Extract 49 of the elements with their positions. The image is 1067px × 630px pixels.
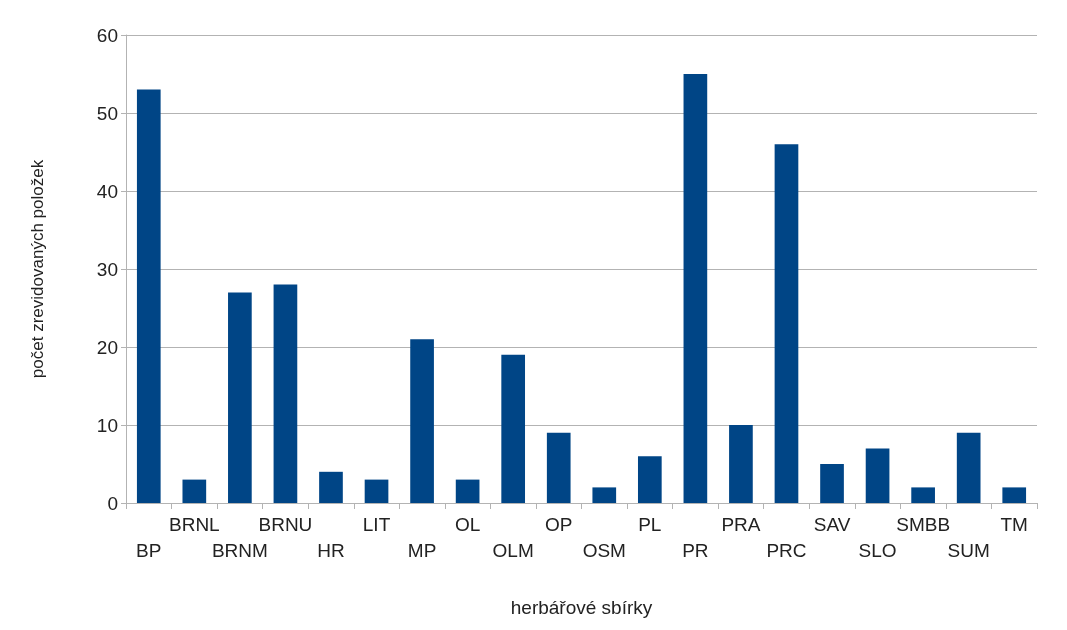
bar [228,292,252,503]
bar [683,74,708,503]
x-tick-label: PL [638,513,662,535]
bar [956,432,981,503]
bar [911,487,935,503]
bar [273,284,298,503]
x-tick-label: PR [682,539,709,561]
x-tick-label: SLO [858,539,897,561]
x-tick-label: OSM [582,539,626,561]
x-tick-label: OL [454,513,481,535]
x-tick-label: LIT [362,513,391,535]
x-tick-label: TM [1000,513,1028,535]
x-tick-label: SAV [813,513,851,535]
y-tick-label: 0 [107,492,118,514]
bar [182,479,207,503]
bar [546,432,571,503]
bar [729,425,753,503]
x-tick-label: BP [136,539,162,561]
x-tick-label: BRNU [258,513,313,535]
y-axis-title: počet zrevidovaných položek [28,159,47,379]
x-tick-label: SMBB [896,513,951,535]
x-tick-label: PRC [766,539,807,561]
x-tick-label: OLM [492,539,534,561]
y-tick-label: 40 [96,180,118,202]
y-tick-label: 30 [96,258,118,280]
bar [501,354,526,503]
x-axis-title: herbářové sbírky [510,597,653,618]
x-tick-label: SUM [947,539,990,561]
bar [319,471,343,503]
bar [410,339,434,503]
bar [865,448,890,503]
y-tick-label: 60 [96,24,118,46]
x-tick-label: BRNM [211,539,268,561]
x-tick-label: BRNL [168,513,220,535]
y-tick-label: 10 [96,414,118,436]
x-tick-label: PRA [721,513,761,535]
x-tick-label: MP [407,539,437,561]
bar [774,144,799,503]
x-tick-label: HR [317,539,345,561]
y-tick-label: 20 [96,336,118,358]
y-tick-label: 50 [96,102,118,124]
bar [820,464,844,503]
bar [364,479,389,503]
bar [136,89,161,503]
x-tick-label: OP [545,513,573,535]
bar [455,479,480,503]
bar [1002,487,1027,503]
bar [637,456,662,503]
bar [592,487,617,503]
